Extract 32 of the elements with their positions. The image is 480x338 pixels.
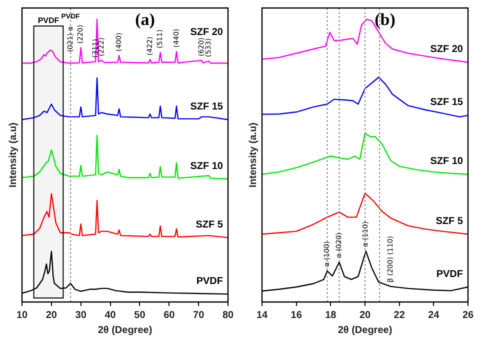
x-tick-label: 10 [16, 310, 28, 321]
x-tick-label: 20 [46, 310, 58, 321]
annotation: (b) [374, 10, 396, 29]
series-label: SZF 5 [436, 216, 464, 227]
x-axis-title: 2θ (Degree) [98, 324, 152, 336]
series-label: SZF 10 [190, 160, 224, 172]
x-tick-label: 70 [193, 310, 205, 321]
x-tick-label: 50 [134, 310, 146, 321]
series-label: SZF 10 [430, 156, 464, 167]
y-axis-title: Intensity (a.u) [248, 122, 259, 188]
x-tick-label: 26 [462, 310, 474, 321]
x-tick-label: 14 [256, 310, 268, 321]
series-label: SZF 15 [190, 101, 224, 112]
series-label: SZF 15 [430, 97, 464, 108]
series-label: PVDF [196, 276, 223, 287]
x-tick-label: 16 [290, 310, 302, 321]
x-tick-label: 80 [222, 310, 234, 321]
x-tick-label: 40 [104, 310, 116, 321]
series-label: PVDF [436, 268, 463, 280]
x-tick-label: 20 [359, 310, 371, 321]
x-tick-label: 30 [75, 310, 87, 321]
x-tick-label: 18 [325, 310, 337, 321]
annotation: (a) [135, 10, 155, 29]
x-tick-label: 24 [428, 310, 440, 321]
series-label: SZF 5 [196, 219, 224, 230]
series-label: SZF 20 [190, 26, 224, 38]
x-axis-title: 2θ (Degree) [338, 324, 392, 336]
x-tick-label: 22 [394, 310, 406, 321]
x-tick-label: 60 [164, 310, 176, 321]
band-label: PVDF [38, 16, 60, 26]
y-axis-title: Intensity (a.u) [8, 122, 19, 188]
series-label: SZF 20 [430, 44, 464, 56]
